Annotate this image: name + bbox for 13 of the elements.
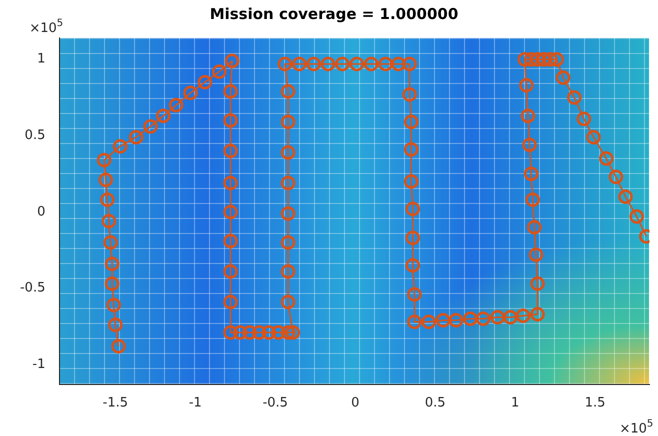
x-tick-label: 1.5 (584, 396, 606, 411)
y-tick-label: 0.5 (24, 128, 46, 144)
y-tick-label: -1 (32, 356, 46, 372)
x-tick-label: -1.5 (102, 396, 128, 411)
x-tick-label: 0.5 (424, 396, 446, 411)
x-tick-label: -1 (188, 396, 202, 411)
y-tick-label: -0.5 (20, 280, 46, 296)
y-tick-label: 0 (37, 204, 46, 220)
x-tick-label: 1 (511, 396, 520, 411)
chart-title: Mission coverage = 1.000000 (210, 4, 458, 23)
y-tick-label: 1 (37, 52, 46, 67)
x-tick-label: -0.5 (262, 396, 288, 411)
x-tick-label: 0 (351, 396, 360, 411)
